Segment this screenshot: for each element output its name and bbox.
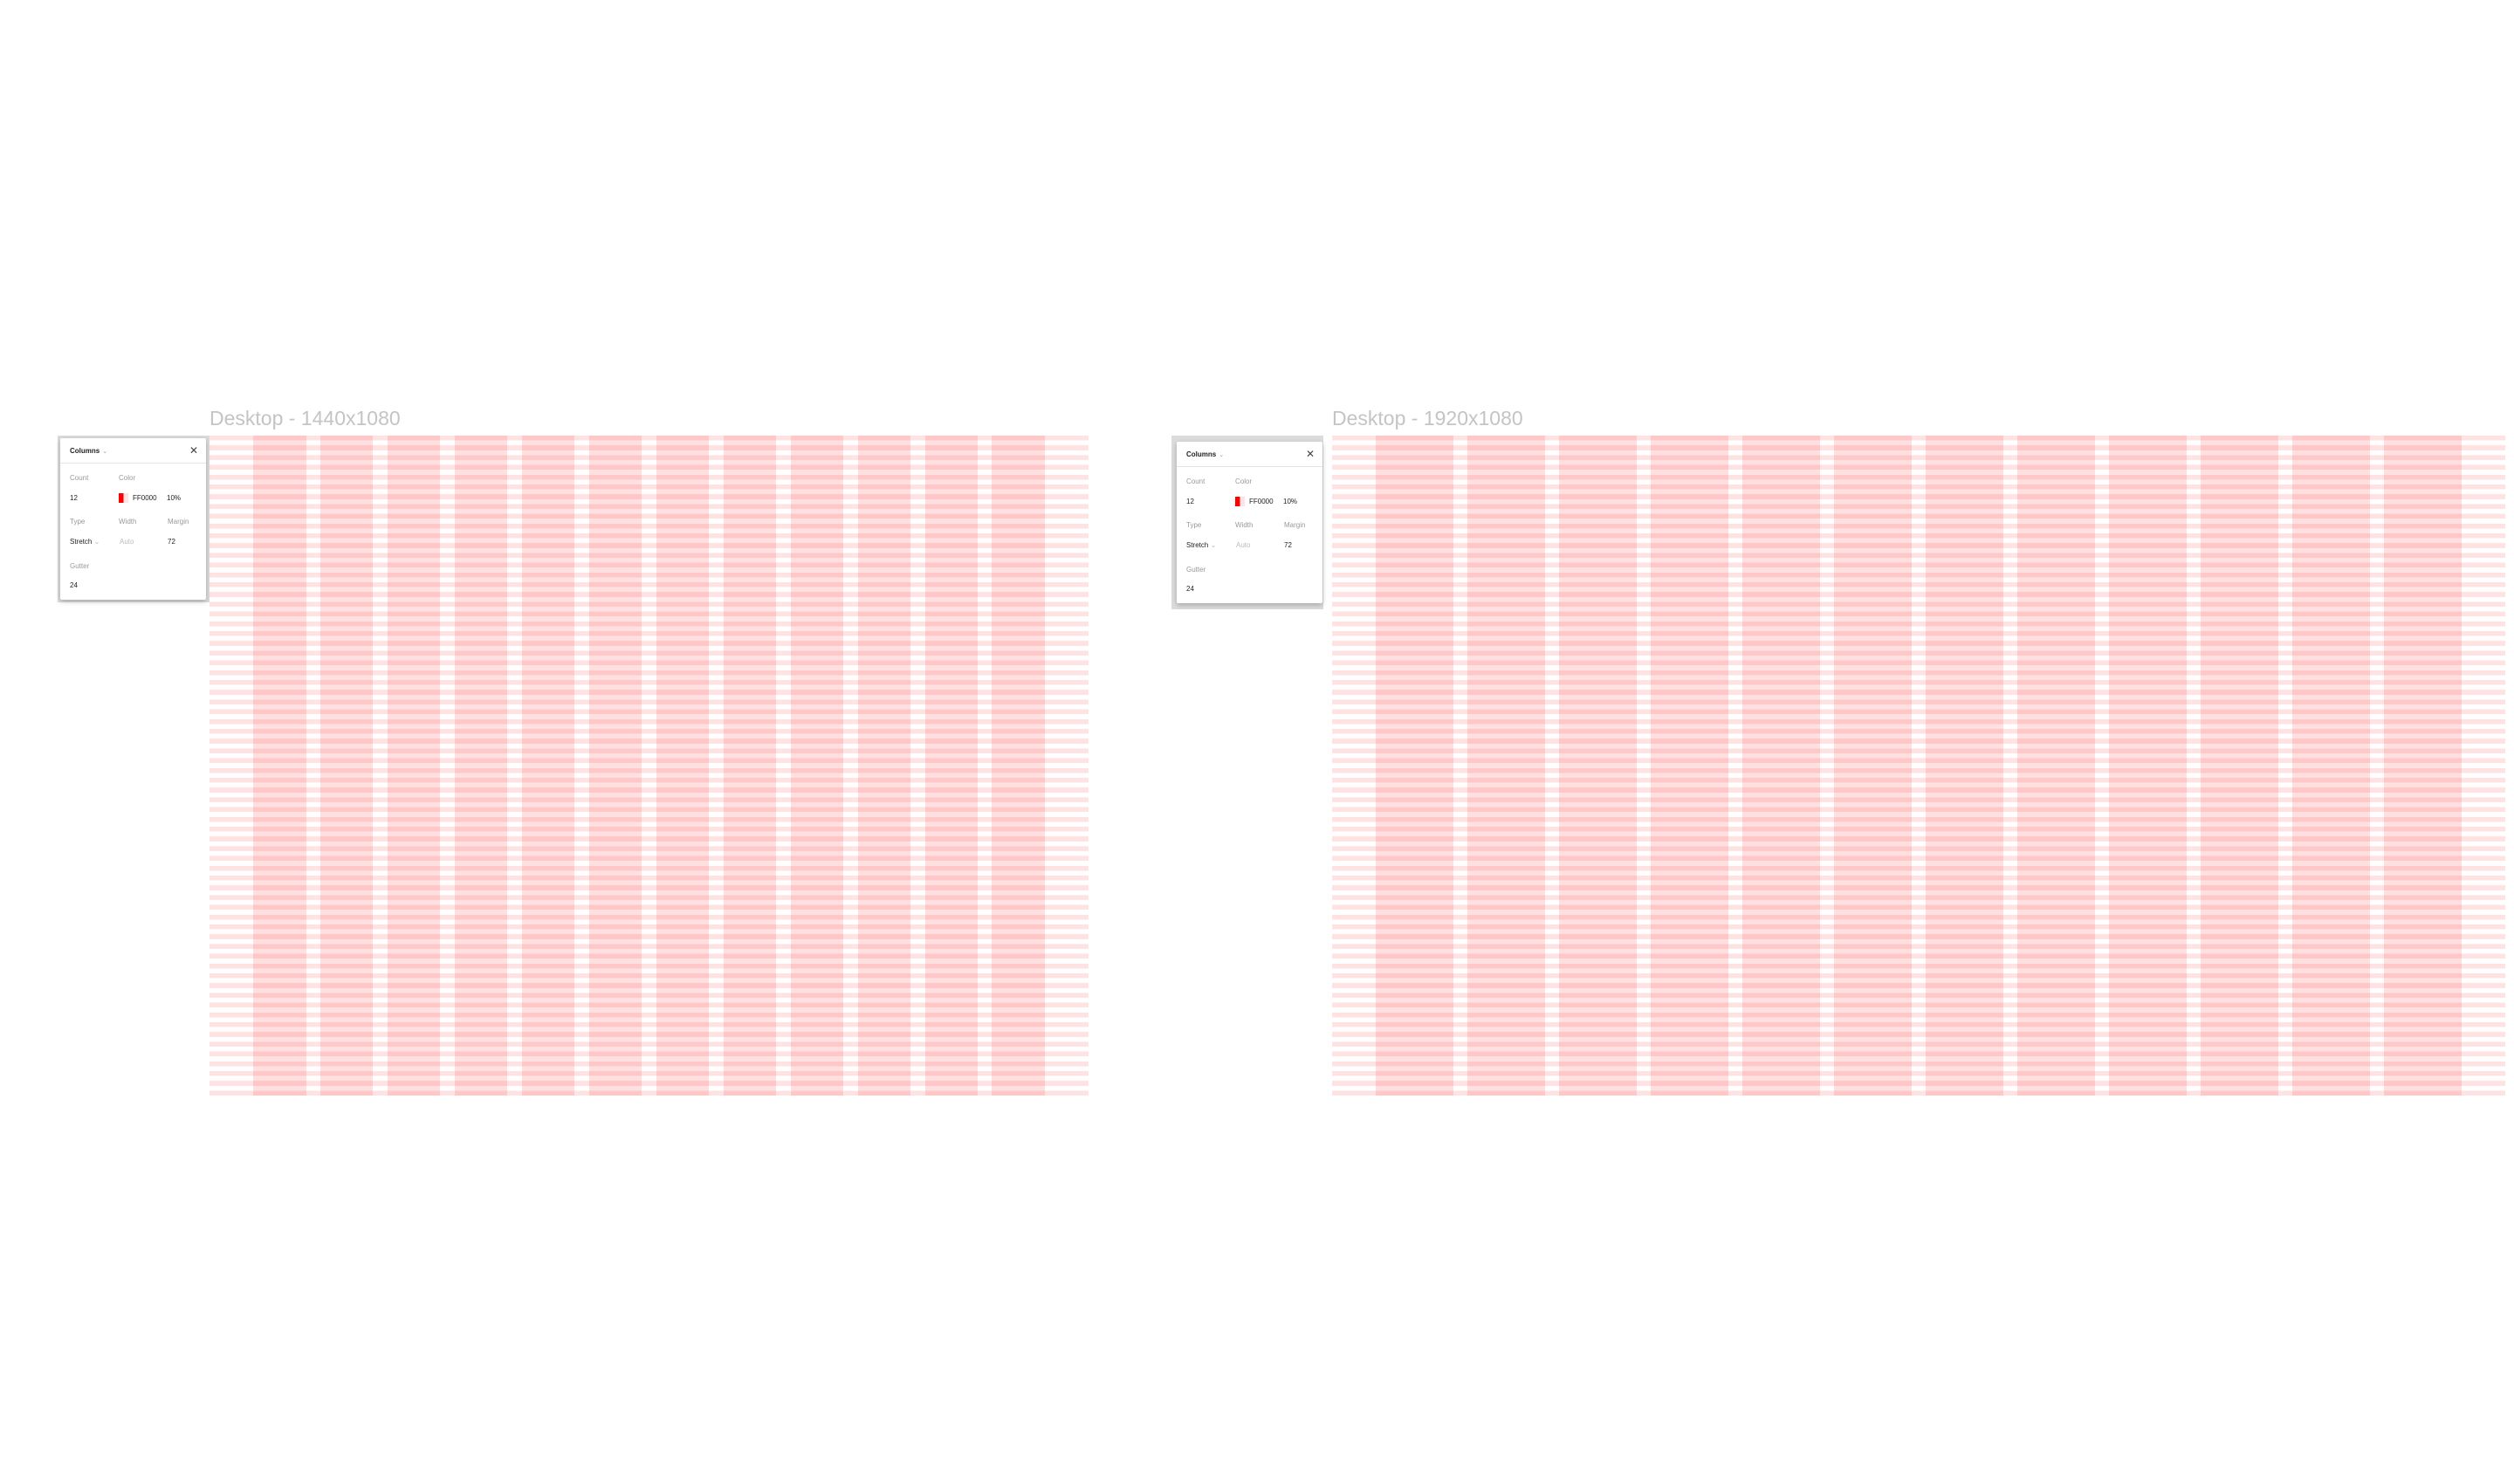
grid-column bbox=[1651, 436, 1728, 1096]
type-dropdown[interactable]: Stretch ⌄ bbox=[1186, 541, 1217, 549]
close-icon[interactable]: ✕ bbox=[189, 444, 199, 457]
margin-input[interactable]: 72 bbox=[168, 538, 175, 546]
chevron-down-icon: ⌄ bbox=[92, 538, 100, 546]
grid-column bbox=[2109, 436, 2187, 1096]
color-label: Color bbox=[1235, 477, 1253, 485]
frame-title-1920[interactable]: Desktop - 1920x1080 bbox=[1332, 407, 1523, 429]
gutter-label: Gutter bbox=[1186, 566, 1206, 574]
grid-column bbox=[320, 436, 374, 1096]
type-dropdown[interactable]: Stretch ⌄ bbox=[70, 538, 100, 546]
margin-label: Margin bbox=[1284, 521, 1306, 529]
frame-desktop-1920[interactable] bbox=[1332, 436, 2505, 1096]
grid-type-dropdown[interactable]: Columns ⌄ bbox=[70, 447, 108, 455]
grid-column bbox=[857, 436, 910, 1096]
margin-input[interactable]: 72 bbox=[1284, 541, 1292, 549]
width-input[interactable]: Auto bbox=[1236, 541, 1251, 549]
type-label: Type bbox=[1186, 521, 1202, 529]
grid-column bbox=[1742, 436, 1820, 1096]
grid-column bbox=[2201, 436, 2278, 1096]
close-icon[interactable]: ✕ bbox=[1306, 448, 1315, 460]
layout-grid-panel: Columns ⌄ ✕ Count Color 12 FF0000 10% Typ… bbox=[1177, 442, 1322, 603]
color-label: Color bbox=[119, 474, 136, 482]
grid-column bbox=[790, 436, 843, 1096]
grid-column bbox=[992, 436, 1045, 1096]
frame-title-1440[interactable]: Desktop - 1440x1080 bbox=[210, 407, 401, 429]
grid-column bbox=[1376, 436, 1453, 1096]
type-label: Type bbox=[70, 518, 86, 526]
color-hex-input[interactable]: FF0000 bbox=[133, 494, 157, 502]
gutter-input[interactable]: 24 bbox=[1186, 585, 1194, 593]
grid-column bbox=[588, 436, 642, 1096]
chevron-down-icon: ⌄ bbox=[1208, 541, 1217, 549]
grid-column bbox=[1926, 436, 2003, 1096]
grid-column bbox=[1834, 436, 1912, 1096]
count-label: Count bbox=[70, 474, 89, 482]
margin-label: Margin bbox=[168, 518, 189, 526]
width-label: Width bbox=[119, 518, 137, 526]
grid-column bbox=[455, 436, 508, 1096]
opacity-input[interactable]: 10% bbox=[1283, 498, 1298, 505]
grid-column bbox=[2017, 436, 2095, 1096]
layout-grid-panel: Columns ⌄ ✕ Count Color 12 FF0000 10% Typ… bbox=[60, 438, 206, 600]
count-label: Count bbox=[1186, 477, 1205, 485]
grid-column bbox=[388, 436, 441, 1096]
count-input[interactable]: 12 bbox=[70, 494, 78, 502]
grid-type-dropdown[interactable]: Columns ⌄ bbox=[1186, 450, 1225, 458]
count-input[interactable]: 12 bbox=[1186, 498, 1194, 505]
grid-column bbox=[2384, 436, 2462, 1096]
grid-column bbox=[924, 436, 978, 1096]
gutter-input[interactable]: 24 bbox=[70, 581, 78, 589]
grid-column bbox=[1467, 436, 1545, 1096]
frame-desktop-1440[interactable] bbox=[210, 436, 1089, 1096]
grid-column bbox=[253, 436, 306, 1096]
color-swatch[interactable] bbox=[119, 493, 128, 503]
grid-column bbox=[656, 436, 709, 1096]
width-input[interactable]: Auto bbox=[120, 538, 134, 546]
grid-column bbox=[1559, 436, 1637, 1096]
color-swatch[interactable] bbox=[1235, 497, 1245, 506]
grid-column bbox=[2292, 436, 2370, 1096]
grid-column bbox=[522, 436, 575, 1096]
color-hex-input[interactable]: FF0000 bbox=[1249, 498, 1274, 505]
chevron-down-icon: ⌄ bbox=[1219, 452, 1225, 458]
panel-header: Columns ⌄ ✕ bbox=[60, 438, 206, 464]
opacity-input[interactable]: 10% bbox=[167, 494, 182, 502]
grid-column bbox=[723, 436, 776, 1096]
chevron-down-icon: ⌄ bbox=[102, 449, 108, 455]
gutter-label: Gutter bbox=[70, 562, 90, 570]
width-label: Width bbox=[1235, 521, 1254, 529]
panel-header: Columns ⌄ ✕ bbox=[1177, 442, 1322, 467]
